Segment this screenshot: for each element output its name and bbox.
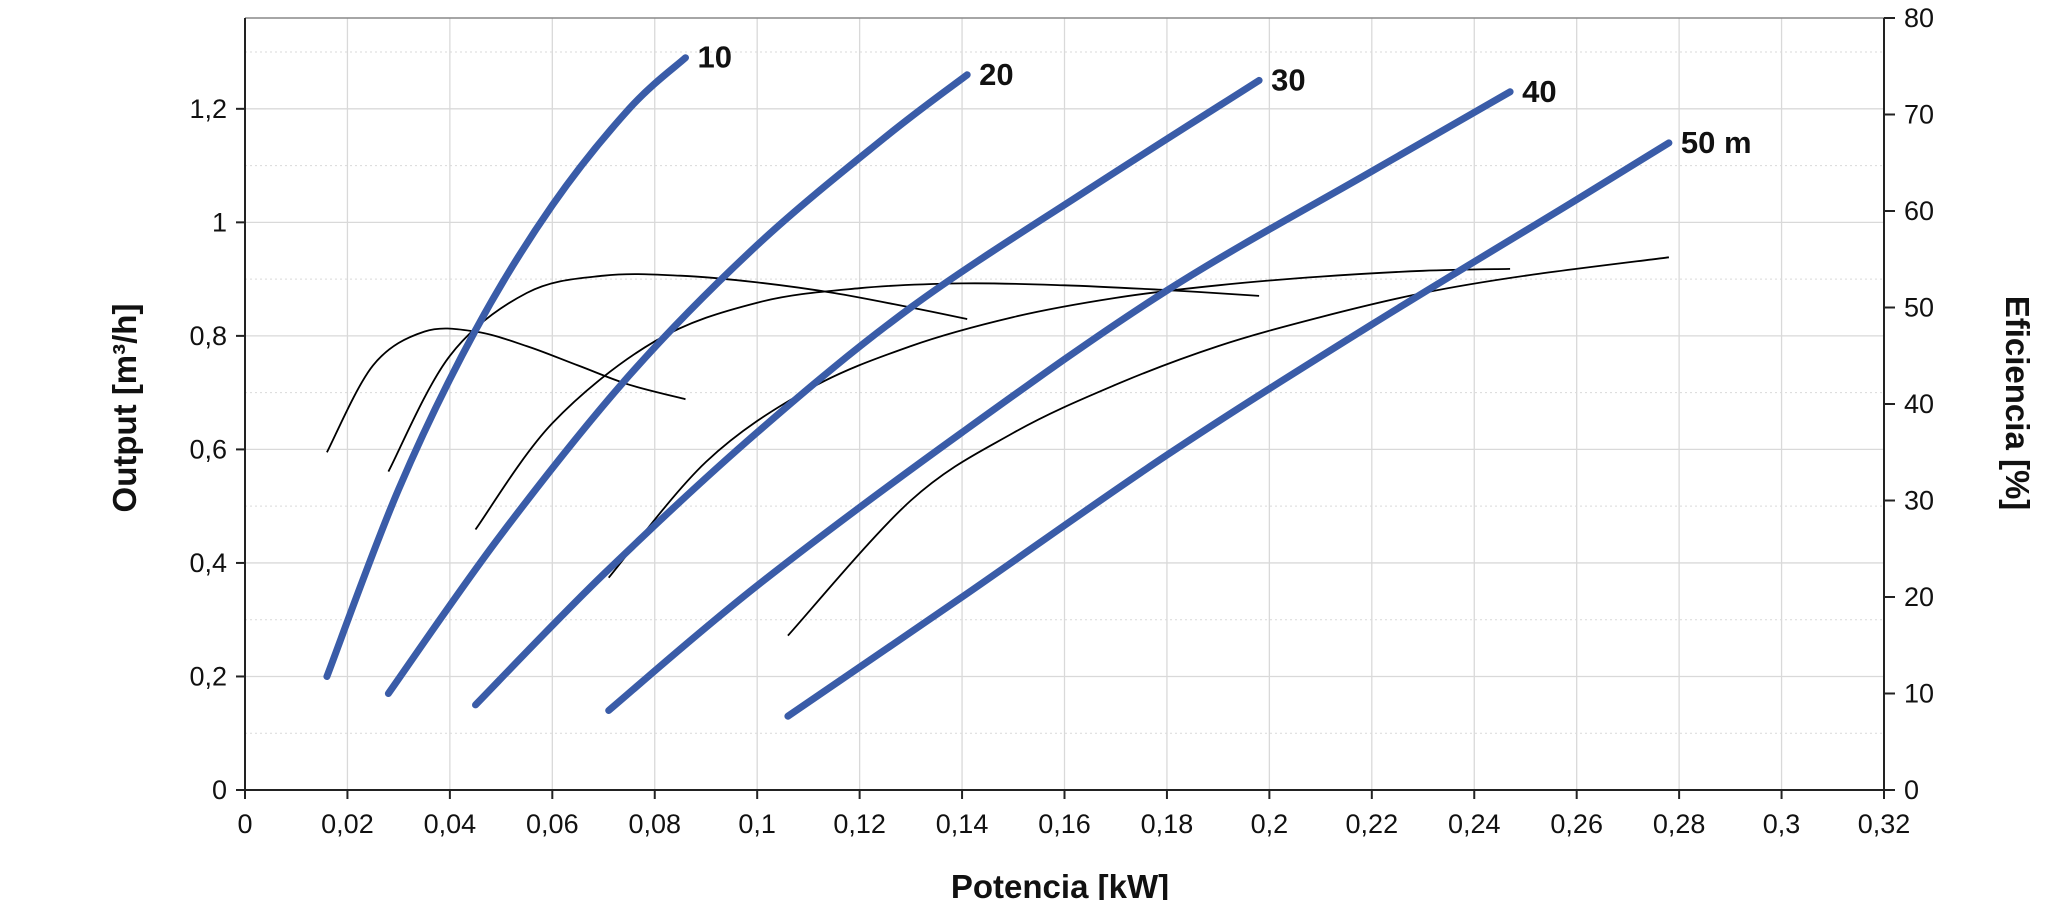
y-left-tick-label: 0,6: [189, 434, 227, 464]
x-tick-label: 0,2: [1251, 809, 1289, 839]
y-right-tick-label: 70: [1904, 100, 1934, 130]
y-left-tick-label: 0,2: [189, 661, 227, 691]
series-labels: 10 20 30 40 50 m: [697, 40, 1751, 160]
series-label-4: 40: [1522, 74, 1556, 109]
output-curve-1: [323, 54, 689, 680]
efficiency-curves: [326, 256, 1670, 637]
x-tick-label: 0,28: [1653, 809, 1706, 839]
x-tick-label: 0,08: [628, 809, 681, 839]
series-label-5: 50 m: [1681, 125, 1752, 160]
x-tick-label: 0,16: [1038, 809, 1091, 839]
x-tick-label: 0,26: [1550, 809, 1603, 839]
y-left-tick-label: 1,2: [189, 94, 227, 124]
x-tick-label: 0,18: [1141, 809, 1194, 839]
efficiency-curve-5: [787, 256, 1670, 637]
y-left-tick-label: 0,4: [189, 548, 227, 578]
x-tick-label: 0,12: [833, 809, 886, 839]
x-tick-label: 0,32: [1858, 809, 1911, 839]
output-curves: [323, 54, 1673, 720]
output-curve-5: [784, 139, 1673, 720]
y-right-tick-label: 80: [1904, 3, 1934, 33]
y-axis-right-title: Eficiencia [%]: [1999, 296, 2036, 511]
y-left-tick-label: 0,8: [189, 321, 227, 351]
efficiency-curve-2: [387, 273, 968, 473]
output-curve-2: [384, 71, 971, 697]
y-right-tick-label: 60: [1904, 196, 1934, 226]
output-curve-4: [605, 88, 1514, 714]
y-right-tick-label: 30: [1904, 486, 1934, 516]
grid: [245, 18, 1885, 790]
efficiency-curve-3: [474, 282, 1260, 531]
series-label-3: 30: [1271, 62, 1305, 97]
x-axis-title: Potencia [kW]: [951, 868, 1169, 900]
y-right-tick-label: 20: [1904, 582, 1934, 612]
series-label-2: 20: [979, 57, 1013, 92]
x-tick-label: 0,02: [321, 809, 374, 839]
y-right-tick-label: 50: [1904, 293, 1934, 323]
x-tick-label: 0,04: [424, 809, 477, 839]
efficiency-curve-4: [608, 268, 1511, 579]
y-axis-left-title: Output [m³/h]: [106, 304, 143, 513]
y-right-tick-label: 40: [1904, 389, 1934, 419]
efficiency-curve-1: [326, 327, 686, 453]
axes: [236, 17, 1895, 799]
tick-labels: 0 0,02 0,04 0,06 0,08 0,1 0,12 0,14 0,16 0,18 0,2 0…: [189, 3, 1934, 839]
y-left-tick-label: 1: [212, 207, 227, 237]
x-tick-label: 0,06: [526, 809, 579, 839]
y-right-tick-label: 10: [1904, 679, 1934, 709]
x-tick-label: 0: [237, 809, 252, 839]
series-label-1: 10: [697, 40, 731, 75]
x-tick-label: 0,14: [936, 809, 989, 839]
y-left-tick-label: 0: [212, 775, 227, 805]
x-tick-label: 0,24: [1448, 809, 1501, 839]
x-tick-label: 0,1: [738, 809, 776, 839]
x-tick-label: 0,22: [1346, 809, 1399, 839]
output-curve-3: [472, 76, 1263, 709]
x-tick-label: 0,3: [1763, 809, 1801, 839]
y-right-tick-label: 0: [1904, 775, 1919, 805]
